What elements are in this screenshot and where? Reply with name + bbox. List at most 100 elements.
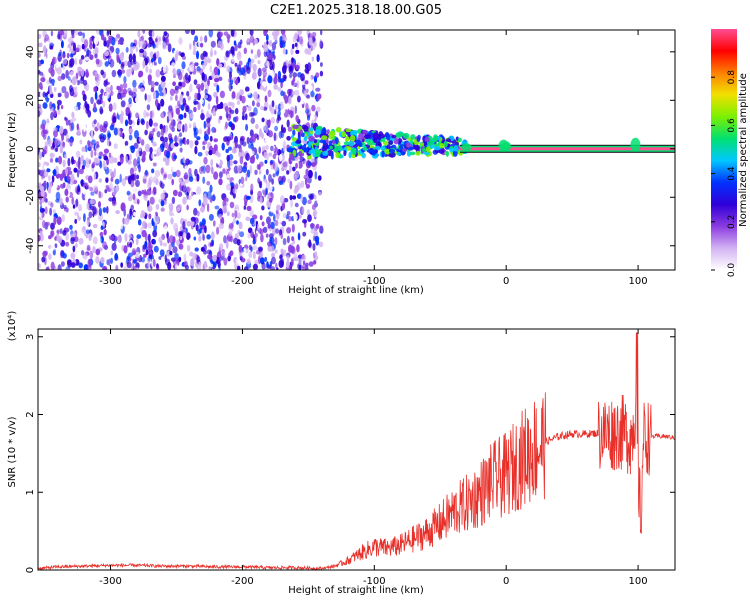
snr-series-line xyxy=(38,332,675,570)
noise-speckle xyxy=(194,247,199,252)
noise-speckle xyxy=(129,208,133,217)
signal-blob xyxy=(406,150,412,157)
noise-speckle xyxy=(319,40,324,49)
noise-speckle xyxy=(196,186,202,195)
noise-speckle xyxy=(170,257,176,262)
signal-blob xyxy=(289,153,295,161)
noise-speckle xyxy=(274,237,278,246)
noise-speckle xyxy=(219,31,224,37)
noise-speckle xyxy=(160,256,165,266)
noise-speckle xyxy=(224,136,229,142)
signal-blob xyxy=(433,146,441,151)
noise-speckle xyxy=(212,255,217,262)
noise-speckle xyxy=(289,199,294,208)
noise-speckle xyxy=(186,244,191,252)
noise-speckle xyxy=(295,115,300,123)
noise-speckle xyxy=(155,69,161,78)
noise-speckle xyxy=(248,111,254,118)
noise-speckle xyxy=(85,233,89,239)
noise-speckle xyxy=(53,127,58,132)
noise-speckle xyxy=(145,169,148,176)
noise-speckle xyxy=(110,250,114,256)
noise-speckle xyxy=(172,246,178,254)
noise-speckle xyxy=(120,202,126,212)
noise-speckle xyxy=(104,165,108,170)
signal-blob xyxy=(445,150,449,157)
signal-blob xyxy=(348,140,355,147)
noise-speckle xyxy=(49,101,53,110)
noise-speckle xyxy=(311,56,315,62)
noise-speckle xyxy=(282,212,287,219)
noise-speckle xyxy=(160,98,165,107)
noise-speckle xyxy=(129,167,134,176)
noise-speckle xyxy=(239,155,244,165)
noise-speckle xyxy=(137,219,142,226)
noise-speckle xyxy=(248,143,251,149)
noise-speckle xyxy=(189,43,192,51)
noise-speckle xyxy=(124,176,129,181)
noise-speckle xyxy=(175,169,181,178)
noise-speckle xyxy=(179,235,183,241)
noise-speckle xyxy=(124,233,128,242)
noise-speckle xyxy=(85,157,90,164)
noise-speckle xyxy=(280,248,284,254)
noise-speckle xyxy=(89,250,94,260)
noise-speckle xyxy=(231,55,235,62)
noise-speckle xyxy=(268,40,273,47)
noise-speckle xyxy=(44,251,48,256)
noise-speckle xyxy=(259,227,262,235)
noise-speckle xyxy=(184,30,190,35)
noise-speckle xyxy=(64,116,67,121)
noise-speckle xyxy=(54,243,58,249)
noise-speckle xyxy=(178,51,182,56)
signal-blob xyxy=(329,130,336,136)
spectrogram-x-tick-label: 0 xyxy=(503,276,509,287)
noise-speckle xyxy=(83,213,86,223)
noise-speckle xyxy=(149,130,154,137)
signal-blob xyxy=(314,149,321,157)
noise-speckle xyxy=(197,102,201,111)
noise-speckle xyxy=(216,103,222,110)
noise-speckle xyxy=(58,52,62,57)
noise-speckle xyxy=(278,230,281,237)
noise-speckle xyxy=(44,56,47,64)
noise-speckle xyxy=(129,31,134,41)
spectrogram-x-tick-label: -200 xyxy=(231,276,254,287)
noise-speckle xyxy=(125,107,131,114)
noise-speckle xyxy=(169,88,175,97)
signal-blob xyxy=(366,139,374,146)
noise-speckle xyxy=(183,123,188,133)
noise-speckle xyxy=(311,104,316,112)
noise-speckle xyxy=(93,185,98,192)
noise-speckle xyxy=(132,250,137,256)
noise-speckle xyxy=(119,115,124,123)
noise-speckle xyxy=(278,180,284,185)
noise-speckle xyxy=(93,119,97,125)
noise-speckle xyxy=(226,154,230,162)
noise-speckle xyxy=(204,266,209,270)
noise-speckle xyxy=(271,178,274,185)
noise-speckle xyxy=(84,100,88,109)
snr-x-tick-label: -100 xyxy=(363,576,386,587)
noise-speckle xyxy=(209,50,213,58)
noise-speckle xyxy=(105,177,109,184)
noise-speckle xyxy=(254,169,258,175)
noise-speckle xyxy=(108,258,111,267)
noise-speckle xyxy=(207,254,212,260)
noise-speckle xyxy=(38,42,43,48)
noise-speckle xyxy=(254,38,258,45)
noise-speckle xyxy=(301,254,307,262)
noise-speckle xyxy=(38,234,41,242)
noise-speckle xyxy=(48,77,52,83)
noise-speckle xyxy=(158,229,162,237)
noise-speckle xyxy=(78,210,83,218)
noise-speckle xyxy=(173,154,177,160)
noise-speckle xyxy=(303,90,308,97)
spectrogram-frame xyxy=(37,29,676,271)
noise-speckle xyxy=(144,195,148,202)
noise-speckle xyxy=(298,36,304,45)
noise-speckle xyxy=(319,225,324,234)
noise-speckle xyxy=(60,107,66,116)
noise-speckle xyxy=(244,189,249,196)
noise-speckle xyxy=(307,169,313,179)
